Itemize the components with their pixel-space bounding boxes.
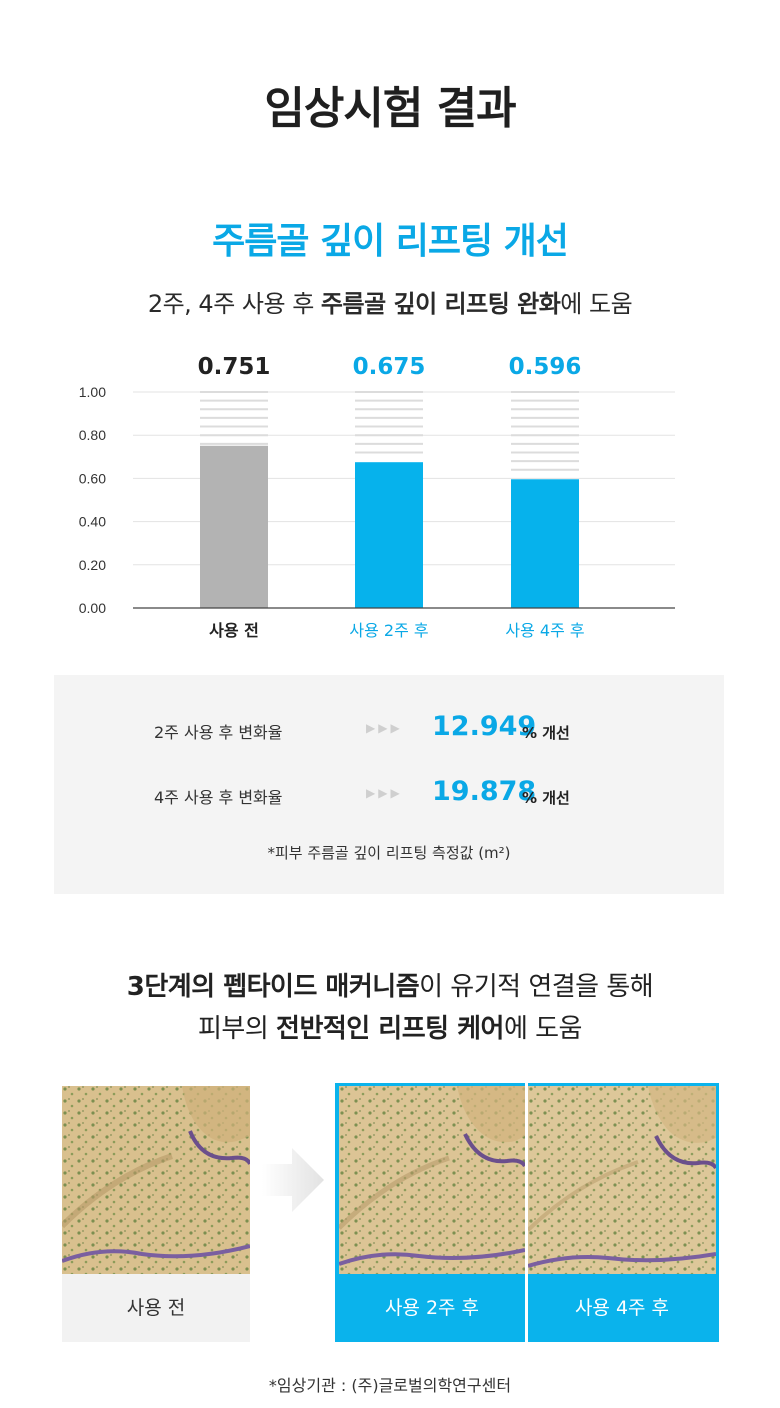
change-rate-panel: 2주 사용 후 변화율 ▶▶▶ 12.949 % 개선 4주 사용 후 변화율 … bbox=[54, 675, 724, 894]
stat-suffix: % 개선 bbox=[522, 724, 570, 742]
caption-before: 사용 전 bbox=[62, 1274, 250, 1342]
mechanism-line-2: 피부의 전반적인 리프팅 케어에 도움 bbox=[0, 1008, 780, 1045]
y-tick-label: 0.80 bbox=[79, 427, 106, 443]
mechanism-bold: 전반적인 리프팅 케어 bbox=[276, 1014, 504, 1044]
section-subtitle: 2주, 4주 사용 후 주름골 깊이 리프팅 완화에 도움 bbox=[0, 284, 780, 319]
caption-after-4-weeks: 사용 4주 후 bbox=[574, 1297, 670, 1319]
triple-arrow-icon: ▶▶▶ bbox=[366, 786, 403, 800]
stat-row-2week: 2주 사용 후 변화율 ▶▶▶ 12.949 % 개선 bbox=[54, 711, 724, 751]
measurement-note: *피부 주름골 깊이 리프팅 측정값 (m²) bbox=[267, 844, 511, 862]
x-category-label: 사용 4주 후 bbox=[505, 621, 584, 640]
clinical-institution-footnote: *임상기관 : (주)글로벌의학연구센터 bbox=[268, 1376, 512, 1395]
skin-image-after-2-weeks bbox=[339, 1086, 525, 1274]
mechanism-text: 이 유기적 연결을 통해 bbox=[419, 972, 654, 1002]
bar bbox=[511, 479, 579, 608]
y-tick-label: 0.60 bbox=[79, 470, 106, 486]
bar bbox=[355, 462, 423, 608]
skin-image-after-4-weeks bbox=[528, 1086, 716, 1274]
wrinkle-depth-bar-chart: 0.00 0.20 0.40 0.60 0.80 1.00 0.751 사용 전 0.675 사용… bbox=[79, 354, 675, 640]
stat-value: 12.949 bbox=[432, 711, 537, 742]
x-category-label: 사용 2주 후 bbox=[349, 621, 428, 640]
skin-image-before bbox=[62, 1086, 250, 1274]
stat-label: 4주 사용 후 변화율 bbox=[154, 788, 283, 807]
stat-label: 2주 사용 후 변화율 bbox=[154, 723, 283, 742]
right-arrow-icon bbox=[262, 1148, 324, 1212]
stat-suffix: % 개선 bbox=[522, 789, 570, 807]
stat-row-4week: 4주 사용 후 변화율 ▶▶▶ 19.878 % 개선 bbox=[54, 776, 724, 816]
page-title: 임상시험 결과 bbox=[264, 83, 516, 134]
subtitle-bold: 주름골 깊이 리프팅 완화 bbox=[320, 290, 561, 318]
y-tick-label: 0.00 bbox=[79, 600, 106, 616]
mechanism-text: 에 도움 bbox=[503, 1014, 583, 1044]
stat-value: 19.878 bbox=[432, 776, 537, 807]
triple-arrow-icon: ▶▶▶ bbox=[366, 721, 403, 735]
mechanism-bold: 3단계의 펩타이드 매커니즘 bbox=[126, 972, 420, 1002]
x-category-label: 사용 전 bbox=[209, 621, 259, 640]
caption-after-2-weeks: 사용 2주 후 bbox=[384, 1297, 480, 1319]
image-divider bbox=[525, 1083, 528, 1342]
section-title: 주름골 깊이 리프팅 개선 bbox=[212, 221, 569, 262]
bar-value-label: 0.675 bbox=[353, 354, 426, 380]
bar-value-label: 0.751 bbox=[198, 354, 271, 380]
bar bbox=[200, 445, 268, 608]
subtitle-pre: 2주, 4주 사용 후 bbox=[147, 290, 321, 318]
y-tick-label: 0.40 bbox=[79, 514, 106, 530]
mechanism-text: 피부의 bbox=[198, 1014, 277, 1044]
bar-value-label: 0.596 bbox=[509, 354, 582, 380]
y-tick-label: 1.00 bbox=[79, 384, 106, 400]
y-tick-label: 0.20 bbox=[79, 557, 106, 573]
subtitle-post: 에 도움 bbox=[560, 290, 633, 318]
mechanism-line-1: 3단계의 펩타이드 매커니즘이 유기적 연결을 통해 bbox=[0, 966, 780, 1003]
